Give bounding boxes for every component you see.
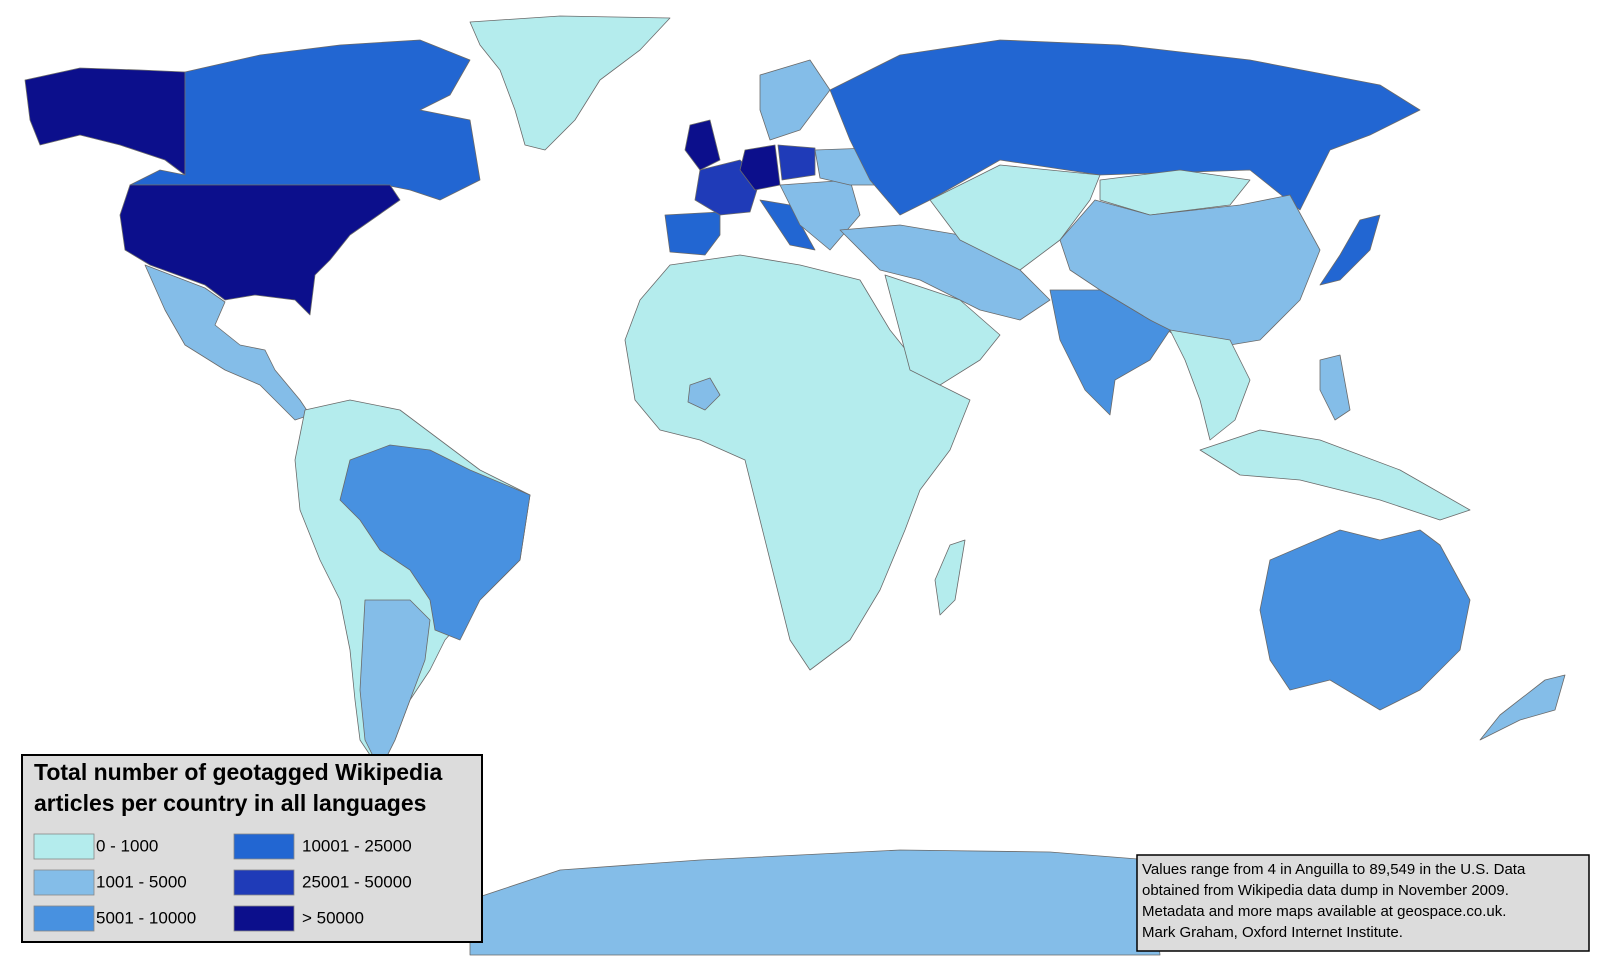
middle-east [839,224,1051,321]
burkina-faso [687,377,721,411]
madagascar [934,539,966,616]
countries [24,15,1566,956]
legend-swatch [233,869,295,896]
legend-label: 25001 - 50000 [302,872,412,891]
mexico [144,264,311,421]
scandinavia [759,59,831,141]
arabia [884,274,1001,386]
legend-swatch [33,905,95,932]
canada [129,39,481,201]
germany [739,144,781,191]
indonesia [1199,429,1471,521]
note-line: obtained from Wikipedia data dump in Nov… [1142,882,1509,899]
italy [759,199,816,251]
note-line: Mark Graham, Oxford Internet Institute. [1142,924,1403,941]
poland [777,144,816,181]
note-line: Metadata and more maps available at geos… [1142,903,1506,920]
brazil [339,444,531,641]
legend-label: 0 - 1000 [96,836,158,855]
legend-swatch [33,869,95,896]
new-zealand [1479,674,1566,741]
legend-swatch [33,833,95,860]
legend-label: 10001 - 25000 [302,836,412,855]
se-asia [1169,329,1251,441]
legend-title: Total number of geotagged Wikipedia [34,759,442,785]
india [1049,289,1171,416]
central-asia [929,164,1101,271]
antarctica [469,849,1161,956]
japan [1319,214,1381,286]
africa [624,254,971,671]
note-line: Values range from 4 in Anguilla to 89,54… [1142,861,1526,878]
philippines [1319,354,1351,421]
alaska [24,67,186,176]
note-box [1136,854,1590,952]
legend-label: 1001 - 5000 [96,872,187,891]
uk [684,119,721,171]
australia [1259,529,1471,711]
greenland [469,15,671,151]
legend-label: 5001 - 10000 [96,908,196,927]
legend-swatch [233,905,295,932]
mongolia [1099,169,1251,216]
russia [829,39,1421,216]
usa [119,184,401,316]
legend-swatch [233,833,295,860]
iberia [664,211,721,256]
note: Values range from 4 in Anguilla to 89,54… [1142,861,1526,941]
legend-label: > 50000 [302,908,364,927]
argentina [359,599,431,771]
legend-title: articles per country in all languages [34,790,426,816]
legend: Total number of geotagged Wikipedia artic… [33,759,442,932]
